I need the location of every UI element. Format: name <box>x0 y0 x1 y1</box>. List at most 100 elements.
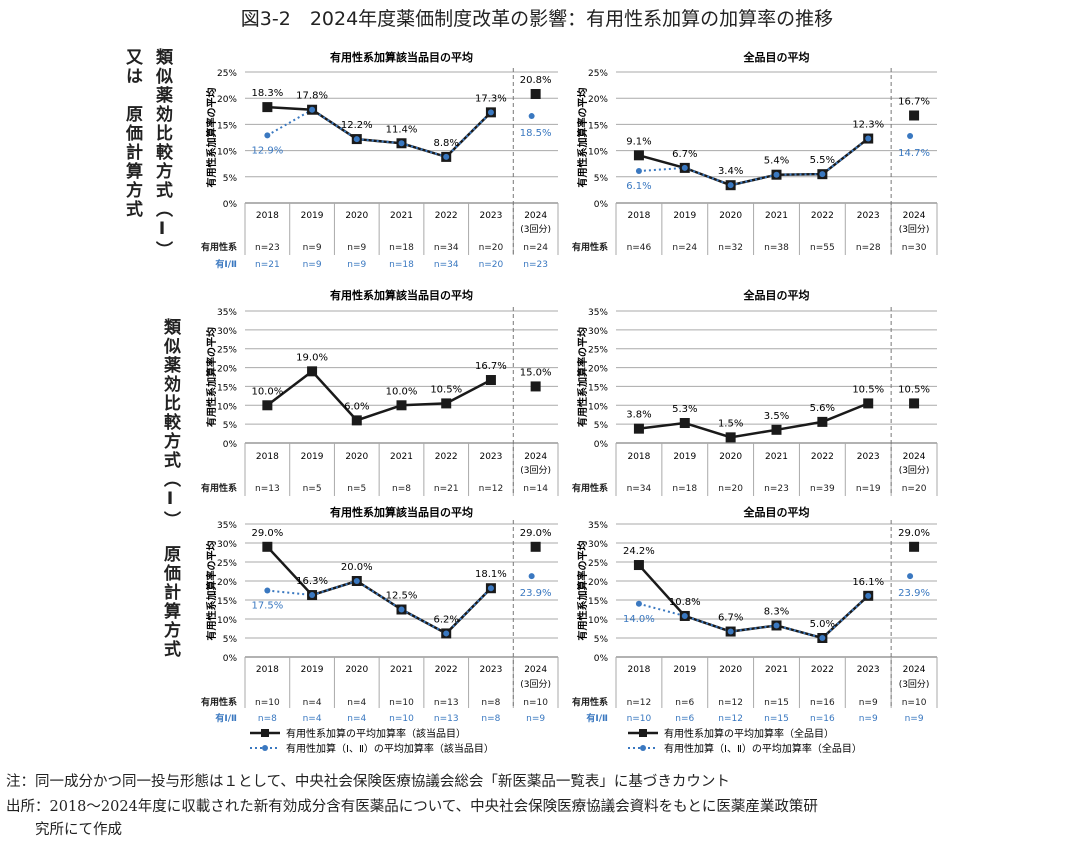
data-point-sec <box>487 585 494 592</box>
data-point-sec <box>309 592 316 599</box>
x-tick-label: 2018 <box>256 452 279 462</box>
data-point-main <box>771 424 782 435</box>
data-label-main: 6.2% <box>434 614 459 625</box>
n-count: n=12 <box>627 698 652 708</box>
data-point-sec <box>727 182 734 189</box>
data-label-main: 9.1% <box>626 136 651 147</box>
n-count: n=38 <box>764 243 789 253</box>
data-label-main: 17.3% <box>475 93 507 104</box>
data-point-sec <box>907 573 914 580</box>
n-count: n=9 <box>859 714 878 724</box>
y-tick-label: 30% <box>588 540 608 550</box>
data-point-sec <box>635 168 642 175</box>
series-line-sec <box>267 579 492 635</box>
x-tick-label: 2019 <box>673 665 696 675</box>
data-point-main <box>633 560 644 571</box>
data-point-sec <box>353 136 360 143</box>
n-count: n=10 <box>523 698 548 708</box>
n-count: n=10 <box>389 714 414 724</box>
x-tick-label: 2023 <box>479 211 502 221</box>
data-label-main: 5.5% <box>810 155 835 166</box>
x-tick-label: 2021 <box>390 452 413 462</box>
n-count: n=4 <box>303 698 322 708</box>
y-tick-label: 25% <box>217 346 237 356</box>
data-point-main <box>351 415 362 426</box>
x-tick-label: 2020 <box>719 211 742 221</box>
y-tick-label: 25% <box>588 346 608 356</box>
y-axis-label: 有用性系加算率の平均 <box>205 88 218 188</box>
data-point-main <box>396 400 407 411</box>
x-tick-label: 2022 <box>811 211 834 221</box>
y-tick-label: 35% <box>588 521 608 531</box>
n-count: n=5 <box>347 484 366 494</box>
y-tick-label: 0% <box>594 654 609 664</box>
y-tick-label: 0% <box>223 200 238 210</box>
x-tick-label: 2022 <box>811 452 834 462</box>
panel-title: 全品目の平均 <box>743 50 810 64</box>
series-line-sec <box>266 108 492 159</box>
n-count: n=16 <box>810 698 835 708</box>
data-point-main <box>530 89 541 100</box>
data-label-main: 8.3% <box>764 606 789 617</box>
x-tick-label: 2018 <box>256 665 279 675</box>
n-count: n=34 <box>434 260 459 270</box>
y-tick-label: 10% <box>217 402 237 412</box>
row1-label-a: 類似薬効比較方式（Ⅰ） <box>152 48 172 260</box>
y-tick-label: 20% <box>588 365 608 375</box>
data-label-sec: 14.7% <box>898 148 930 159</box>
y-tick-label: 10% <box>588 148 608 158</box>
data-label-main: 5.4% <box>764 156 789 167</box>
data-point-sec <box>727 628 734 635</box>
data-label-main: 29.0% <box>898 528 930 539</box>
y-tick-label: 20% <box>588 95 608 105</box>
n-count: n=13 <box>255 484 280 494</box>
data-label-main: 3.5% <box>764 411 789 422</box>
data-label-sec: 6.1% <box>626 181 651 192</box>
y-tick-label: 35% <box>588 308 608 318</box>
legend-marker-sec <box>262 745 268 751</box>
x-tick-label: 2020 <box>345 211 368 221</box>
y-tick-label: 5% <box>594 174 609 184</box>
source-text: 出所：2018〜2024年度に収載された新有効成分含有医薬品について、中央社会保… <box>6 799 818 815</box>
n-count: n=39 <box>810 484 835 494</box>
n-count: n=9 <box>526 714 545 724</box>
legend-marker-main <box>639 729 647 737</box>
data-label-main: 3.4% <box>718 166 743 177</box>
data-point-main <box>485 375 496 386</box>
data-label-main: 10.5% <box>898 384 930 395</box>
data-label-sec: 23.9% <box>898 588 930 599</box>
data-label-main: 6.7% <box>672 149 697 160</box>
n-count: n=20 <box>479 260 504 270</box>
data-point-main <box>530 381 541 392</box>
y-tick-label: 5% <box>223 421 238 431</box>
table-row-label: 有用性系 <box>201 241 237 253</box>
data-point-main <box>679 418 690 429</box>
row1-label-b: 又は 原価計算方式 <box>122 48 142 219</box>
n-count: n=10 <box>902 698 927 708</box>
data-label-main: 12.3% <box>852 120 884 131</box>
data-label-main: 16.1% <box>852 577 884 588</box>
data-point-sec <box>865 592 872 599</box>
y-tick-label: 30% <box>217 540 237 550</box>
data-point-sec <box>865 135 872 142</box>
y-tick-label: 25% <box>217 559 237 569</box>
x-tick-label: 2020 <box>719 452 742 462</box>
y-tick-label: 0% <box>223 440 238 450</box>
panel-title: 全品目の平均 <box>743 288 810 302</box>
data-point-main <box>262 400 273 411</box>
x-tick-label: 2018 <box>627 665 650 675</box>
n-count: n=34 <box>434 243 459 253</box>
data-label-main: 16.7% <box>475 361 507 372</box>
data-point-main <box>633 423 644 434</box>
data-label-main: 12.5% <box>386 591 418 602</box>
data-label-main: 29.0% <box>520 528 552 539</box>
legend-label-main: 有用性系加算の平均加算率（全品目） <box>664 727 834 740</box>
data-point-sec <box>443 630 450 637</box>
n-count: n=20 <box>718 484 743 494</box>
n-count: n=46 <box>627 243 652 253</box>
x-tick-label: 2024 <box>524 665 547 675</box>
x-tick-sublabel: (3回分) <box>520 679 551 690</box>
data-point-sec <box>773 171 780 178</box>
x-tick-sublabel: (3回分) <box>520 465 551 476</box>
figure-title: 図3-2 2024年度薬価制度改革の影響：有用性系加算の加算率の推移 <box>240 8 834 30</box>
